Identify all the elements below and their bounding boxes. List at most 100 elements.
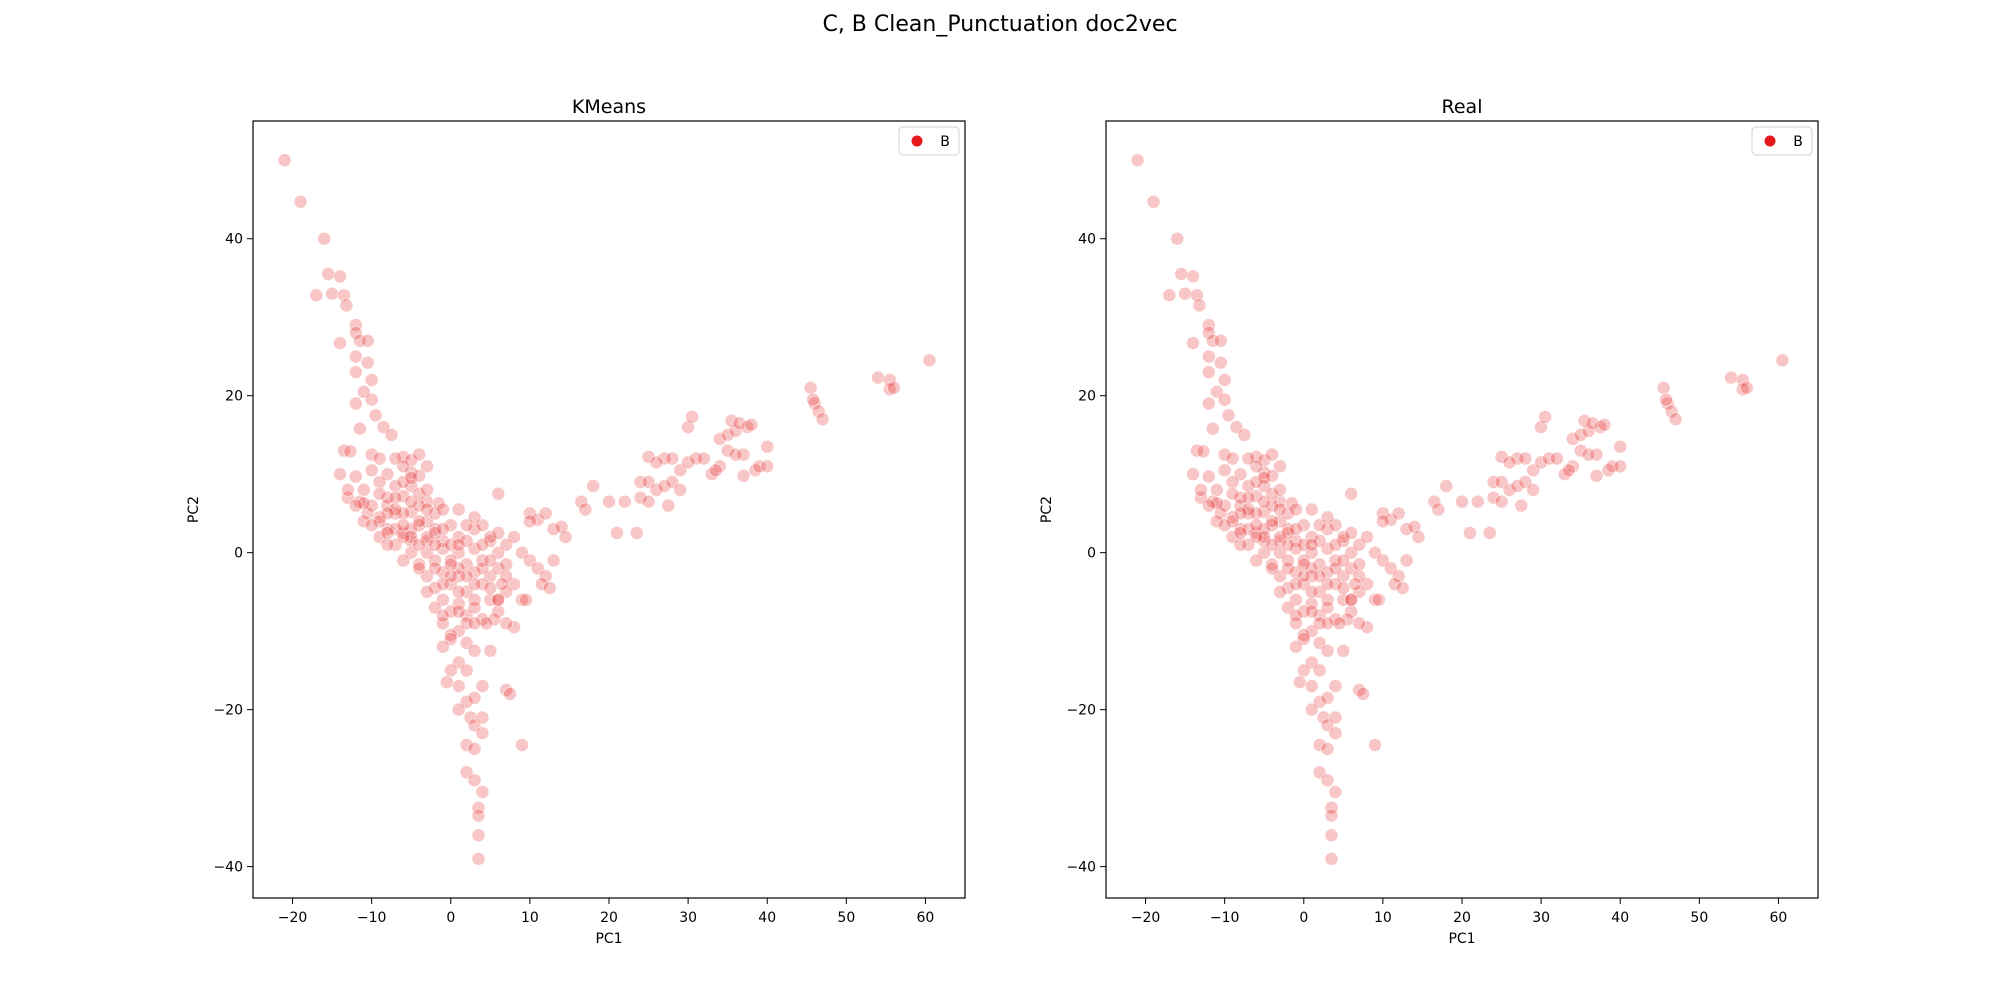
scatter-point: [1368, 592, 1382, 607]
scatter-point: [641, 494, 656, 509]
x-tick-label: 20: [1453, 910, 1471, 926]
scatter-point: [1514, 498, 1529, 513]
scatter-point: [1340, 612, 1355, 627]
scatter-point: [1360, 530, 1374, 544]
scatter-point: [348, 318, 363, 333]
subplot-kmeans: −20 −10 0 10 20 30 40 50 60 −40 −20 0 20 40 KMeans PC1 P…: [186, 96, 966, 947]
scatter-point: [451, 604, 466, 619]
scatter-point: [1561, 463, 1576, 478]
scatter-point: [1431, 502, 1446, 517]
scatter-point: [491, 526, 506, 540]
legend-marker: [911, 135, 923, 147]
x-tick-label: 0: [446, 910, 455, 926]
scatter-point: [1336, 592, 1351, 607]
scatter-point: [1656, 380, 1671, 395]
scatter-point: [1289, 639, 1303, 654]
y-tick-label: 0: [1087, 546, 1096, 562]
scatter-point: [633, 490, 648, 505]
scatter-point: [420, 482, 434, 497]
scatter-point: [1217, 447, 1232, 462]
scatter-point: [420, 459, 434, 474]
scatter-point: [1304, 502, 1319, 517]
scatter-point: [1328, 537, 1343, 552]
scatter-point: [1241, 502, 1256, 517]
scatter-point: [471, 800, 486, 815]
scatter-point: [435, 639, 450, 654]
scatter-point: [396, 553, 411, 568]
scatter-point: [1304, 604, 1319, 619]
scatter-point: [886, 380, 901, 395]
scatter-point: [629, 526, 644, 540]
scatter-point: [1502, 455, 1517, 470]
scatter-point: [1356, 687, 1370, 701]
scatter-point: [443, 663, 458, 678]
scatter-point: [1510, 479, 1525, 493]
x-tick-label: 50: [837, 910, 855, 926]
scatter-point: [333, 269, 347, 284]
x-tick-label: −20: [278, 910, 308, 926]
scatter-point: [1316, 710, 1331, 725]
scatter-point: [1395, 581, 1410, 595]
scatter-point: [1192, 298, 1207, 313]
scatter-point: [388, 502, 403, 517]
scatter-point: [708, 463, 723, 478]
x-tick-label: 10: [1374, 910, 1392, 926]
scatter-point: [483, 553, 498, 568]
scatter-point: [1225, 475, 1240, 489]
scatter-point: [325, 286, 340, 301]
scatter-point: [1273, 482, 1287, 497]
scatter-point: [1201, 365, 1216, 380]
y-axis-label: PC2: [186, 496, 202, 523]
scatter-point: [1344, 604, 1359, 619]
scatter-point: [1526, 482, 1541, 497]
scatter-point: [467, 643, 482, 658]
scatter-point: [1573, 427, 1588, 442]
scatter-point: [1205, 421, 1220, 436]
scatter-point: [396, 475, 411, 489]
scatter-point: [1249, 475, 1264, 489]
figure-title: C, B Clean_Punctuation doc2vec: [822, 12, 1178, 37]
scatter-point: [475, 726, 490, 741]
scatter-point: [1233, 490, 1248, 505]
scatter-point: [364, 518, 379, 533]
scatter-point: [1328, 553, 1343, 568]
scatter-point: [542, 581, 557, 595]
scatter-point: [1312, 738, 1327, 752]
scatter-point: [348, 325, 363, 340]
scatter-point: [1217, 463, 1232, 478]
scatter-point: [372, 451, 387, 466]
scatter-point: [732, 416, 747, 431]
x-tick-label: 40: [1611, 910, 1629, 926]
x-tick-label: −20: [1131, 910, 1161, 926]
scatter-point: [483, 643, 498, 658]
scatter-point: [1664, 404, 1679, 419]
scatter-point: [1170, 231, 1185, 246]
scatter-point: [388, 490, 403, 505]
scatter-point: [1411, 530, 1426, 544]
scatter-point: [1613, 459, 1628, 474]
scatter-point: [1296, 557, 1311, 572]
scatter-point: [356, 496, 371, 511]
scatter-point: [507, 530, 521, 544]
scatter-point: [806, 392, 820, 407]
scatter-point: [1201, 396, 1216, 411]
scatter-point: [689, 451, 703, 466]
scatter-point: [1593, 420, 1608, 435]
x-tick-label: 30: [1532, 910, 1550, 926]
scatter-point: [1534, 420, 1548, 435]
scatter-point: [491, 604, 506, 619]
scatter-point: [1320, 773, 1335, 788]
scatter-point: [1336, 581, 1351, 595]
scatter-point: [712, 431, 727, 446]
scatter-point: [360, 355, 375, 370]
y-tick-label: 40: [1078, 232, 1096, 248]
scatter-point: [1577, 413, 1592, 428]
scatter-point: [882, 373, 897, 387]
scatter-point: [1186, 269, 1200, 284]
scatter-point: [1597, 417, 1612, 432]
scatter-point: [1130, 153, 1145, 168]
scatter-point: [372, 486, 387, 501]
legend-label: B: [940, 134, 950, 150]
scatter-point: [404, 471, 419, 486]
scatter-point: [1186, 336, 1200, 351]
